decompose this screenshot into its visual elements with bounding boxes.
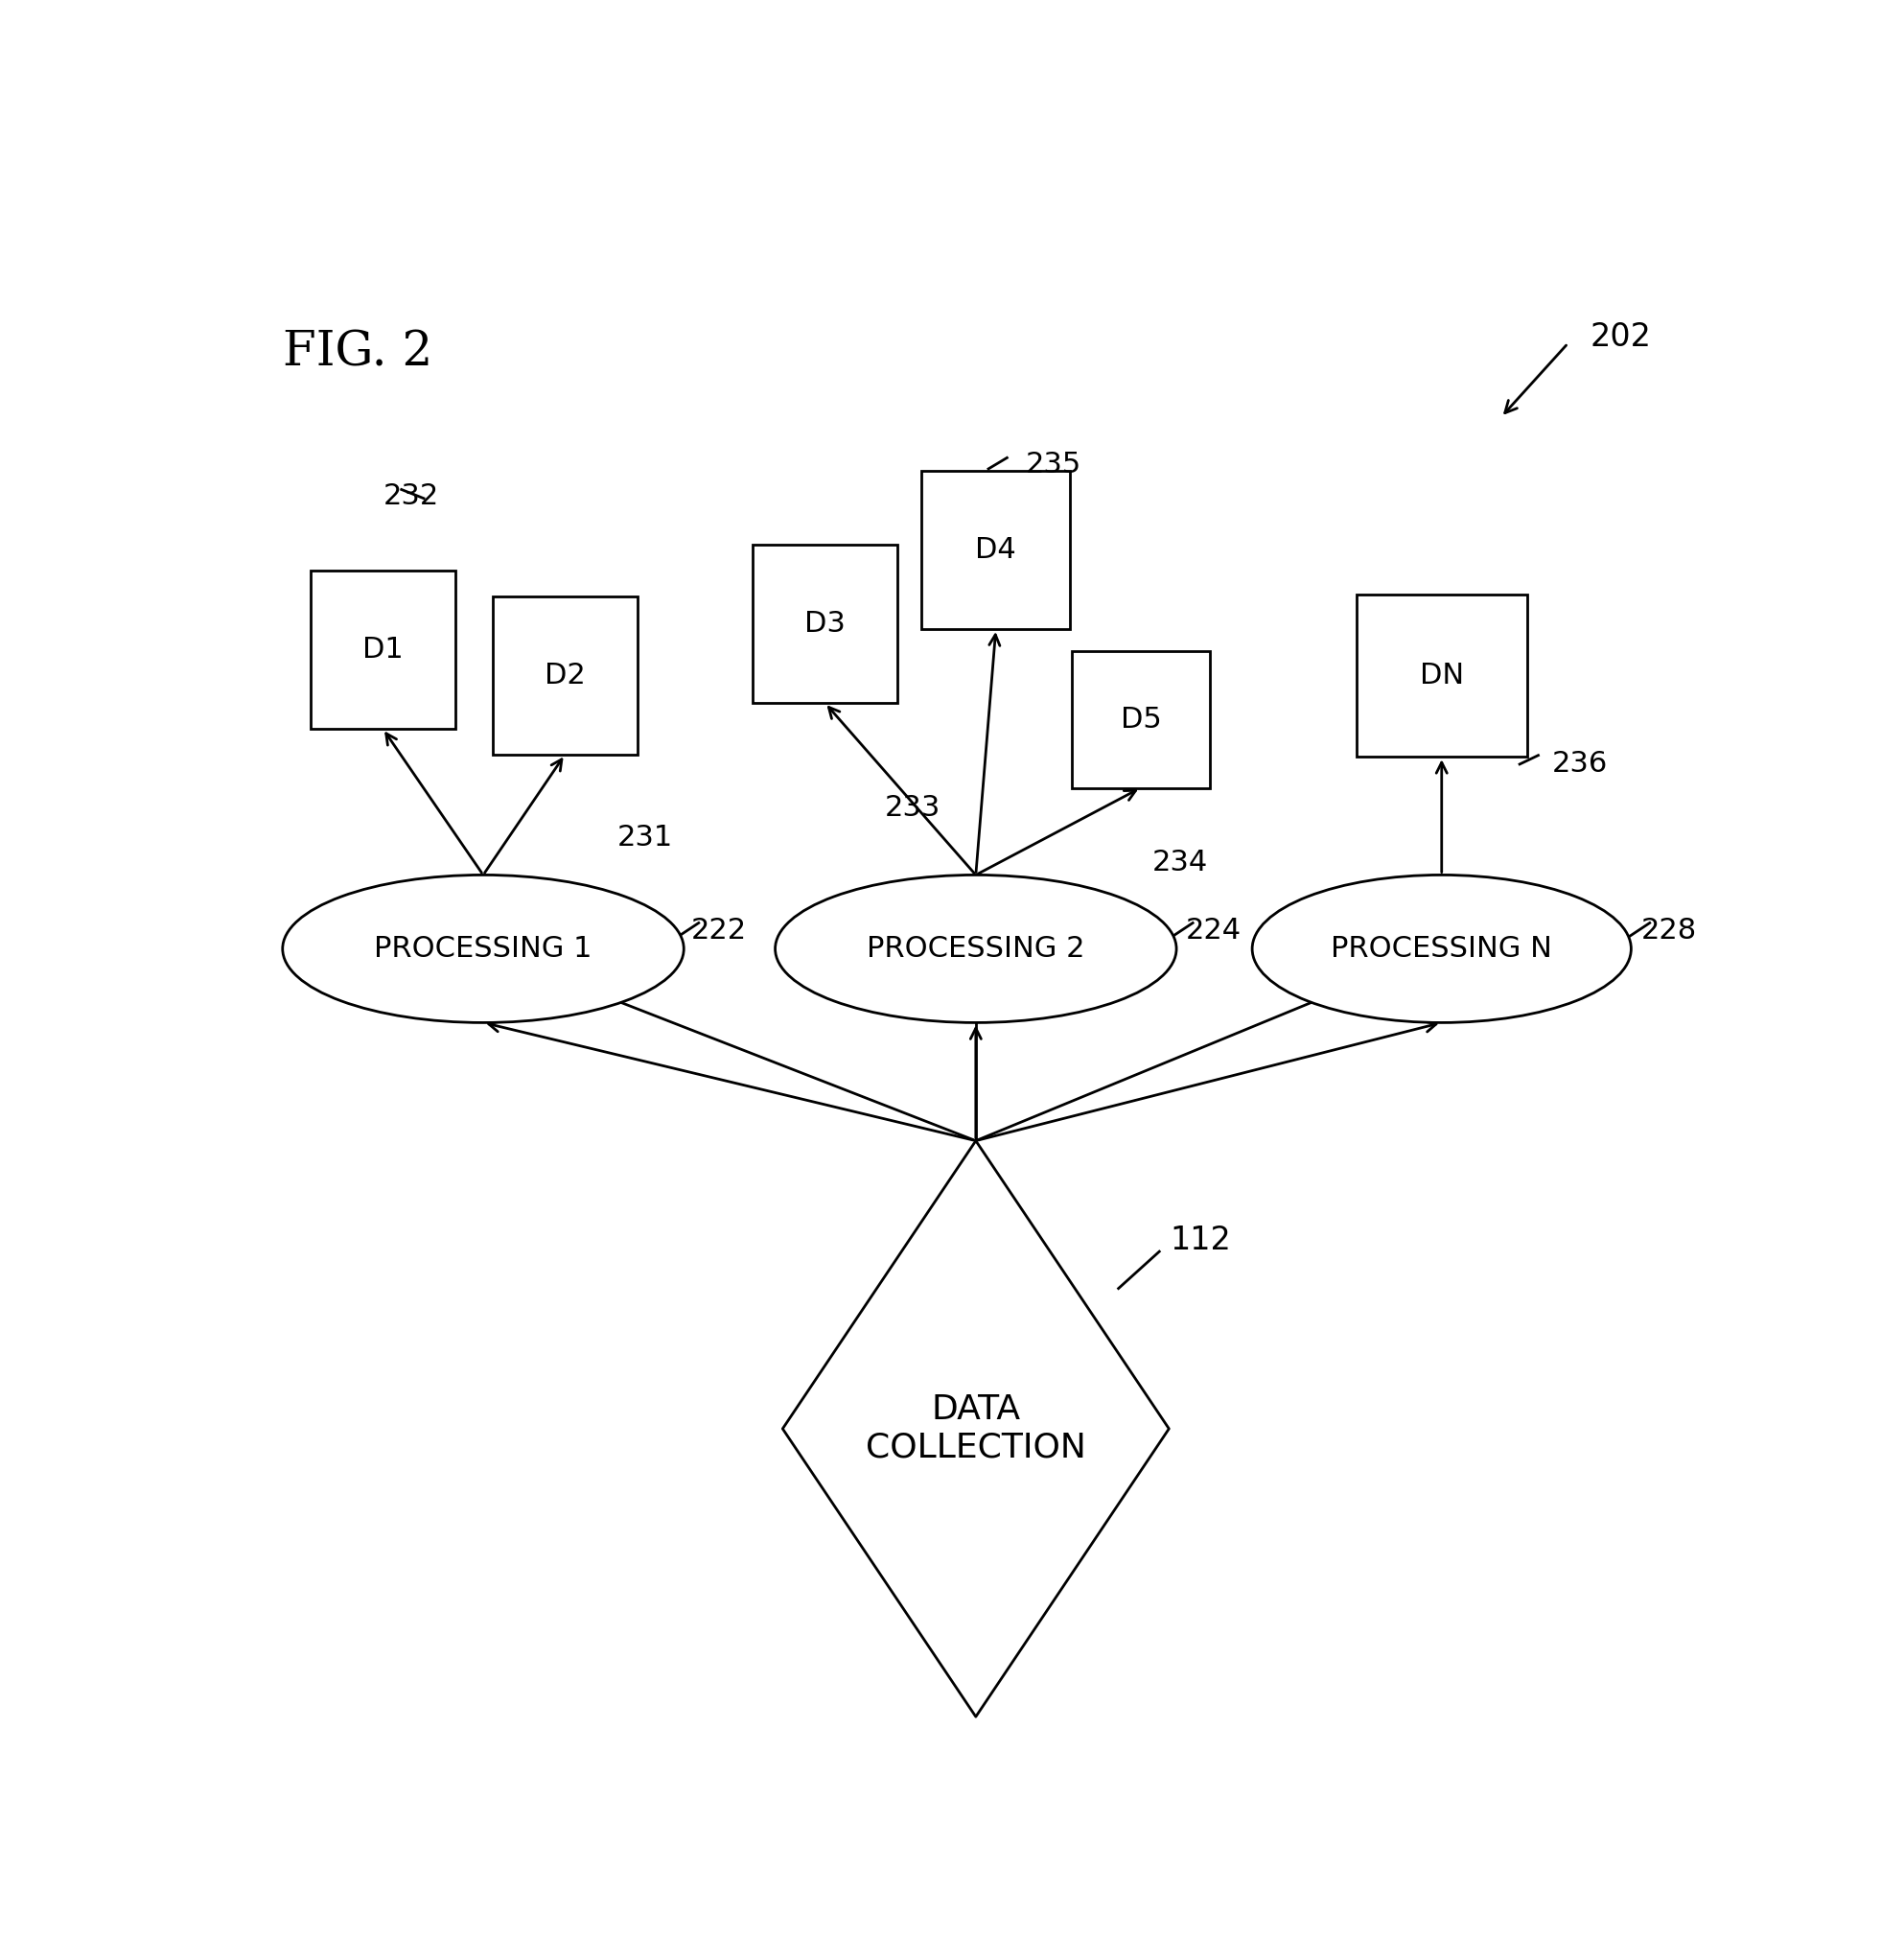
Text: 222: 222	[691, 917, 746, 944]
Bar	[1356, 595, 1527, 758]
Bar	[1072, 651, 1209, 789]
Text: DATA
COLLECTION: DATA COLLECTION	[866, 1393, 1085, 1463]
Text: D4: D4	[975, 537, 1017, 564]
Bar	[752, 545, 897, 703]
Bar	[310, 570, 455, 729]
Text: D5: D5	[1120, 705, 1161, 735]
Bar	[922, 471, 1070, 630]
Text: FIG. 2: FIG. 2	[282, 329, 432, 376]
Ellipse shape	[775, 874, 1177, 1023]
Text: D1: D1	[362, 636, 404, 663]
Text: 112: 112	[1171, 1225, 1232, 1256]
Text: PROCESSING 1: PROCESSING 1	[375, 934, 592, 963]
Ellipse shape	[282, 874, 684, 1023]
Text: PROCESSING 2: PROCESSING 2	[866, 934, 1085, 963]
Text: 233: 233	[885, 795, 941, 822]
Text: 232: 232	[383, 483, 438, 510]
Text: D2: D2	[545, 661, 585, 690]
Text: 234: 234	[1152, 849, 1207, 876]
Bar	[493, 597, 638, 756]
Text: 224: 224	[1186, 917, 1241, 944]
Text: 236: 236	[1552, 750, 1607, 777]
Text: D3: D3	[803, 610, 845, 638]
Text: 235: 235	[1026, 450, 1081, 479]
Text: 228: 228	[1641, 917, 1696, 944]
Text: 202: 202	[1590, 322, 1651, 353]
Ellipse shape	[1253, 874, 1632, 1023]
Text: DN: DN	[1420, 661, 1464, 690]
Text: PROCESSING N: PROCESSING N	[1331, 934, 1552, 963]
Text: 231: 231	[617, 824, 672, 851]
